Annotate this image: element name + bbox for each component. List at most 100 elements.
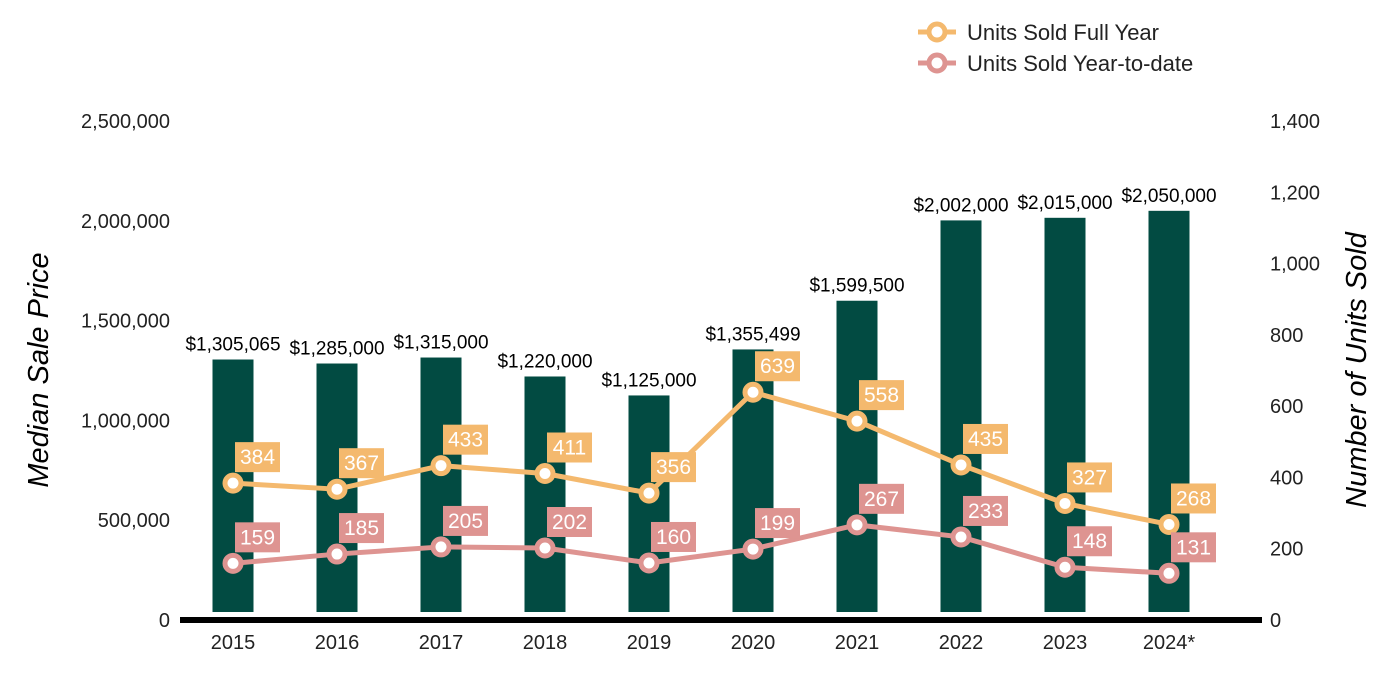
point-value-label: 411 — [553, 437, 586, 460]
legend-label: Units Sold Year-to-date — [967, 51, 1193, 76]
bar-value-label: $2,015,000 — [1017, 193, 1112, 214]
series-point — [326, 543, 348, 565]
point-label-box — [547, 432, 592, 463]
x-tick-label: 2017 — [419, 632, 464, 654]
point-value-label: 268 — [1176, 487, 1211, 510]
point-value-label: 205 — [448, 510, 483, 533]
series-point — [534, 463, 556, 485]
bar-value-label: $1,315,000 — [393, 333, 488, 354]
point-label-box — [1067, 462, 1112, 493]
legend: Units Sold Full Year Units Sold Year-to-d… — [918, 20, 1193, 76]
point-label-box — [1171, 483, 1216, 514]
point-value-label: 185 — [344, 517, 379, 540]
right-tick-label: 600 — [1270, 396, 1303, 418]
point-value-label: 639 — [760, 355, 795, 378]
series-point — [1054, 492, 1076, 514]
left-tick-label: 1,000,000 — [81, 410, 170, 432]
right-axis-ticks: 0 200 400 600 800 1,000 1,200 1,400 — [1270, 111, 1320, 632]
right-tick-label: 1,000 — [1270, 254, 1320, 276]
right-tick-label: 200 — [1270, 539, 1303, 561]
right-tick-label: 1,200 — [1270, 182, 1320, 204]
bar-value-label: $1,599,500 — [809, 276, 904, 297]
right-tick-label: 1,400 — [1270, 111, 1320, 133]
point-value-label: 367 — [344, 452, 379, 475]
right-tick-label: 400 — [1270, 467, 1303, 489]
series-lines: 384 367 433 411 356 639 558 435 327 268 159 185 205 2… — [222, 351, 1216, 584]
series-point — [638, 482, 660, 504]
point-value-label: 327 — [1072, 466, 1107, 489]
point-label-box — [443, 505, 488, 536]
point-label-box — [235, 442, 280, 473]
right-axis-title: Number of Units Sold — [1341, 231, 1373, 507]
x-tick-label: 2024* — [1143, 632, 1195, 654]
x-tick-label: 2020 — [731, 632, 776, 654]
series-point — [742, 381, 764, 403]
point-value-label: 433 — [448, 429, 483, 452]
point-label-box — [235, 522, 280, 553]
point-value-label: 160 — [656, 526, 691, 549]
point-label-box — [443, 424, 488, 455]
left-tick-label: 500,000 — [98, 510, 170, 532]
point-value-label: 148 — [1072, 530, 1107, 553]
point-label-box — [547, 507, 592, 538]
x-tick-label: 2021 — [835, 632, 880, 654]
legend-marker — [926, 52, 948, 74]
point-label-box — [963, 423, 1008, 454]
point-value-label: 233 — [968, 500, 1003, 523]
series-point — [430, 536, 452, 558]
point-value-label: 159 — [240, 526, 275, 549]
bar-value-label: $1,355,499 — [705, 324, 800, 345]
point-value-label: 558 — [864, 384, 899, 407]
left-tick-label: 1,500,000 — [81, 311, 170, 333]
x-tick-label: 2016 — [315, 632, 360, 654]
series-point — [222, 472, 244, 494]
series-point — [1054, 556, 1076, 578]
series-point — [638, 552, 660, 574]
point-label-box — [651, 521, 696, 552]
left-tick-label: 2,000,000 — [81, 211, 170, 233]
point-label-box — [1171, 532, 1216, 563]
series-point — [846, 410, 868, 432]
series-point — [742, 538, 764, 560]
series-full-year: 384 367 433 411 356 639 558 435 327 268 — [222, 351, 1216, 535]
point-label-box — [339, 448, 384, 479]
point-value-label: 131 — [1176, 536, 1211, 559]
legend-item: Units Sold Full Year — [918, 20, 1159, 45]
point-label-box — [339, 513, 384, 544]
bar — [836, 300, 878, 612]
bar-labels: $1,305,065 $1,285,000 $1,315,000 $1,220,000… — [185, 186, 1216, 392]
bar-value-label: $1,220,000 — [497, 351, 592, 372]
x-tick-label: 2015 — [211, 632, 256, 654]
series-point — [534, 537, 556, 559]
bar — [940, 220, 982, 612]
bar-value-label: $2,002,000 — [913, 195, 1008, 216]
legend-marker — [926, 21, 948, 43]
point-label-box — [755, 508, 800, 539]
legend-item: Units Sold Year-to-date — [918, 51, 1193, 76]
point-label-box — [963, 495, 1008, 526]
right-tick-label: 0 — [1270, 610, 1281, 632]
bar-value-label: $1,285,000 — [289, 339, 384, 360]
point-value-label: 267 — [864, 488, 899, 511]
bar — [420, 357, 462, 612]
point-value-label: 356 — [656, 456, 691, 479]
series-point — [326, 478, 348, 500]
point-label-box — [755, 351, 800, 382]
series-point — [222, 552, 244, 574]
x-tick-label: 2023 — [1043, 632, 1088, 654]
bar — [628, 395, 670, 612]
left-tick-label: 2,500,000 — [81, 111, 170, 133]
series-point — [846, 514, 868, 536]
point-value-label: 202 — [552, 511, 587, 534]
bar-value-label: $2,050,000 — [1121, 186, 1216, 207]
series-point — [430, 455, 452, 477]
series-point — [1158, 562, 1180, 584]
point-value-label: 384 — [240, 446, 275, 469]
series-point — [950, 526, 972, 548]
legend-label: Units Sold Full Year — [967, 20, 1159, 45]
left-tick-label: 0 — [159, 610, 170, 632]
series-line — [232, 522, 1170, 576]
x-tick-label: 2022 — [939, 632, 984, 654]
x-tick-label: 2019 — [627, 632, 672, 654]
